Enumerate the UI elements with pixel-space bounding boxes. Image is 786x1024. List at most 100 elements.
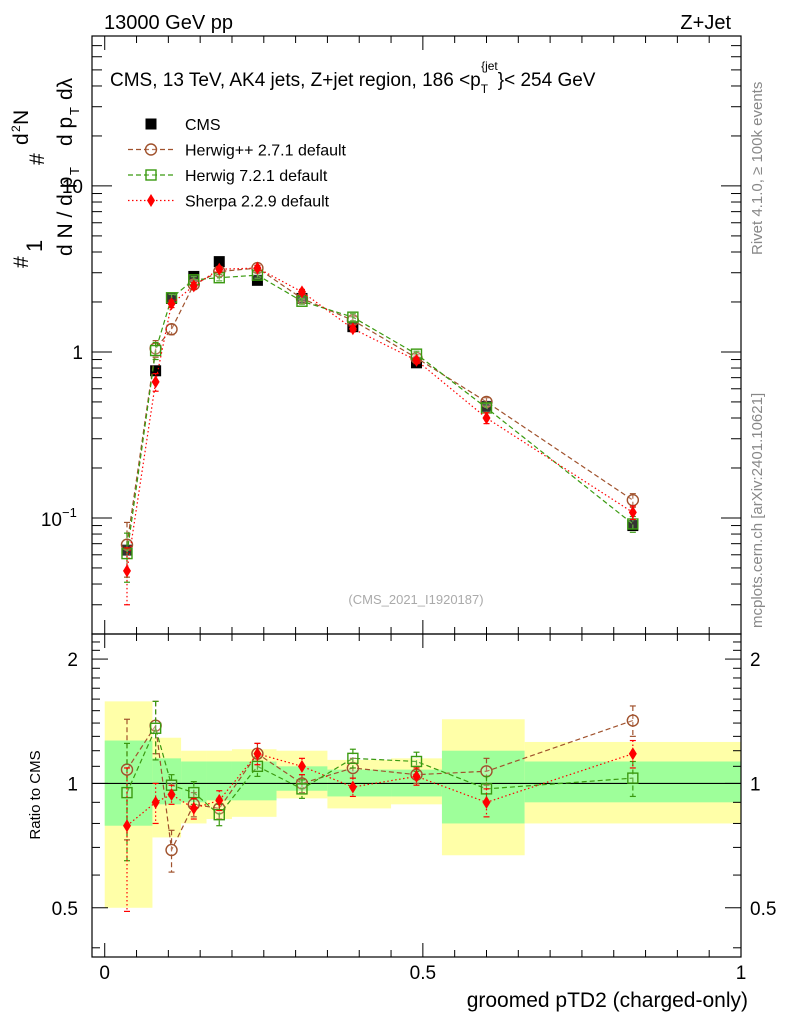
main-title-suffix: }< 254 GeV bbox=[498, 70, 596, 91]
svg-text:T: T bbox=[67, 167, 82, 175]
main-series-1 bbox=[120, 261, 640, 578]
x-tick-label: 1 bbox=[736, 963, 747, 984]
point-sherpa bbox=[215, 793, 224, 807]
point-cms bbox=[145, 118, 157, 130]
header-right: Z+Jet bbox=[680, 12, 731, 34]
svg-text:N: N bbox=[10, 110, 33, 125]
series-line bbox=[126, 267, 634, 571]
point-herwig7 bbox=[213, 808, 225, 821]
point-herwigpp bbox=[480, 765, 493, 778]
band-green bbox=[231, 761, 277, 801]
point-herwig7 bbox=[347, 311, 359, 323]
main-y-axis-label: # 1 d N / d p T # d 2 N d p T dλ bbox=[9, 77, 82, 268]
point-sherpa bbox=[151, 375, 160, 389]
point-sherpa bbox=[167, 788, 176, 802]
point-sherpa bbox=[628, 747, 637, 761]
point-herwig7 bbox=[627, 772, 639, 784]
main-series-layer bbox=[120, 256, 640, 606]
legend-label: Sherpa 2.2.9 default bbox=[185, 194, 330, 211]
ratio-y-tick-label-right: 0.5 bbox=[750, 899, 776, 920]
header-left: 13000 GeV pp bbox=[104, 12, 233, 34]
svg-text:dλ: dλ bbox=[54, 77, 77, 100]
y-tick-label-1: 1 bbox=[72, 343, 83, 364]
legend-label: Herwig++ 2.7.1 default bbox=[185, 143, 347, 160]
ratio-series-layer bbox=[120, 700, 640, 912]
svg-text:2: 2 bbox=[9, 125, 23, 132]
point-herwig7 bbox=[296, 783, 308, 795]
y-tick-label-0.1-exp: −1 bbox=[62, 505, 77, 520]
point-herwigpp bbox=[165, 843, 178, 857]
point-sherpa bbox=[482, 411, 491, 425]
point-sherpa bbox=[189, 801, 198, 815]
legend-label: CMS bbox=[185, 117, 221, 134]
point-herwigpp bbox=[626, 714, 640, 727]
point-herwig7 bbox=[251, 760, 264, 773]
main-series-2 bbox=[121, 269, 639, 583]
point-herwig7 bbox=[149, 344, 162, 357]
mcplots-label: mcplots.cern.ch [arXiv:2401.10621] bbox=[749, 393, 766, 628]
svg-text:#: # bbox=[10, 256, 33, 268]
y-tick-label-10: 10 bbox=[62, 177, 83, 198]
point-sherpa bbox=[147, 194, 155, 207]
point-herwigpp bbox=[626, 493, 640, 507]
x-tick-label: 0 bbox=[99, 963, 110, 984]
svg-text:d p: d p bbox=[54, 117, 77, 146]
ratio-frame bbox=[91, 633, 742, 958]
point-herwig7 bbox=[627, 518, 639, 530]
svg-text:1: 1 bbox=[22, 240, 47, 252]
ratio-y-tick-label-left: 0.5 bbox=[52, 899, 78, 920]
svg-text:T: T bbox=[67, 107, 82, 115]
point-herwig7 bbox=[145, 169, 157, 181]
point-cms bbox=[213, 256, 225, 268]
point-sherpa bbox=[297, 285, 306, 299]
main-title-prefix: CMS, 13 TeV, AK4 jets, Z+jet region, 186… bbox=[110, 70, 481, 91]
legend-entry-3: Sherpa 2.2.9 default bbox=[128, 194, 330, 211]
point-herwig7 bbox=[480, 402, 493, 414]
point-herwig7 bbox=[410, 755, 423, 768]
point-herwigpp bbox=[144, 143, 158, 156]
ratio-y-tick-label-right: 2 bbox=[750, 650, 761, 671]
ratio-y-tick-label-left: 1 bbox=[67, 774, 78, 795]
point-sherpa bbox=[151, 795, 160, 809]
series-line bbox=[126, 753, 634, 827]
point-sherpa bbox=[412, 353, 421, 367]
point-sherpa bbox=[412, 769, 421, 783]
ratio-y-tick-label-right: 1 bbox=[750, 774, 761, 795]
point-sherpa bbox=[189, 279, 198, 293]
point-herwig7 bbox=[149, 722, 162, 734]
ratio-series-2 bbox=[122, 739, 637, 912]
svg-text:#: # bbox=[26, 153, 49, 165]
point-sherpa bbox=[122, 564, 131, 578]
svg-text:d: d bbox=[10, 133, 33, 145]
point-sherpa bbox=[215, 262, 224, 276]
rivet-label: Rivet 4.1.0, ≥ 100k events bbox=[749, 82, 766, 255]
point-herwig7 bbox=[347, 752, 359, 765]
point-sherpa bbox=[348, 322, 357, 336]
point-sherpa bbox=[253, 747, 262, 761]
main-series-3 bbox=[122, 261, 637, 606]
point-sherpa bbox=[297, 759, 306, 773]
series-line bbox=[126, 274, 634, 554]
x-tick-label: 0.5 bbox=[410, 963, 436, 984]
main-title-sub: T bbox=[481, 82, 489, 96]
ratio-axes: 0 0.5 1 0.5 0.5 1 1 2 2 bbox=[52, 633, 776, 984]
analysis-watermark: (CMS_2021_I1920187) bbox=[348, 592, 483, 607]
legend-entry-0: CMS bbox=[145, 117, 221, 134]
point-sherpa bbox=[253, 261, 262, 275]
point-cms bbox=[150, 365, 162, 377]
point-sherpa bbox=[167, 297, 176, 311]
point-herwig7 bbox=[188, 786, 200, 799]
legend-label: Herwig 7.2.1 default bbox=[185, 168, 328, 185]
ratio-y-axis-label: Ratio to CMS bbox=[27, 750, 44, 839]
y-tick-label-0.1: 10 bbox=[41, 510, 62, 531]
main-title-sup: {jet bbox=[481, 59, 498, 73]
point-sherpa bbox=[482, 795, 491, 809]
legend: CMS Herwig++ 2.7.1 default Herwig 7.2.1 de… bbox=[128, 117, 347, 211]
svg-text:d N / d p: d N / d p bbox=[54, 177, 77, 256]
point-sherpa bbox=[122, 819, 131, 833]
series-line bbox=[126, 267, 634, 545]
point-sherpa bbox=[348, 780, 357, 794]
legend-entry-1: Herwig++ 2.7.1 default bbox=[128, 143, 347, 160]
x-axis-label: groomed pTD2 (charged-only) bbox=[467, 989, 748, 1012]
